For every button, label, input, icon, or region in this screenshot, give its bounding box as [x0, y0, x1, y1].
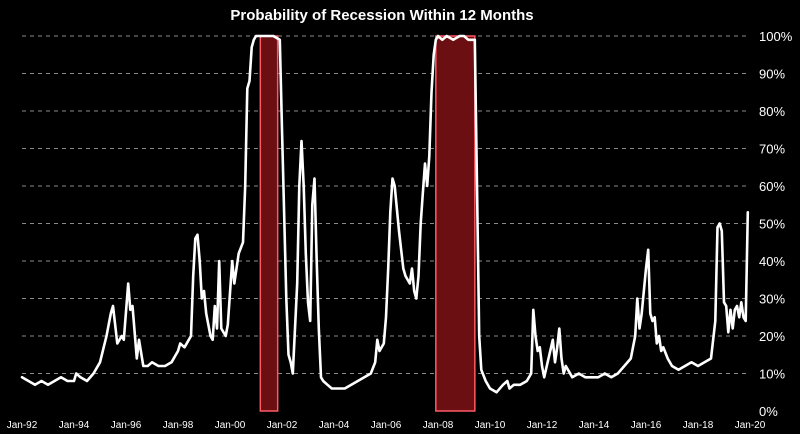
x-tick-label: Jan-06: [371, 420, 402, 431]
x-tick-label: Jan-94: [59, 420, 90, 431]
x-tick-label: Jan-96: [111, 420, 142, 431]
y-tick-label: 10%: [759, 367, 785, 382]
y-tick-label: 100%: [759, 29, 793, 44]
x-tick-label: Jan-00: [215, 420, 246, 431]
y-tick-label: 80%: [759, 104, 785, 119]
x-tick-label: Jan-18: [683, 420, 714, 431]
y-tick-label: 90%: [759, 67, 785, 82]
x-tick-label: Jan-10: [475, 420, 506, 431]
x-tick-label: Jan-16: [631, 420, 662, 431]
recession-band: [435, 35, 476, 412]
y-tick-label: 60%: [759, 179, 785, 194]
chart-title: Probability of Recession Within 12 Month…: [230, 7, 533, 24]
x-tick-label: Jan-14: [579, 420, 610, 431]
y-tick-label: 70%: [759, 142, 785, 157]
x-tick-label: Jan-02: [267, 420, 298, 431]
x-tick-label: Jan-20: [735, 420, 766, 431]
y-tick-label: 0%: [759, 404, 778, 419]
x-tick-label: Jan-12: [527, 420, 558, 431]
y-tick-label: 30%: [759, 292, 785, 307]
x-tick-label: Jan-08: [423, 420, 454, 431]
x-axis-ticks: Jan-92 Jan-94 Jan-96 Jan-98 Jan-00 Jan-02 Jan-…: [7, 420, 766, 431]
y-tick-label: 40%: [759, 254, 785, 269]
series-layer: [20, 34, 750, 394]
x-tick-label: Jan-04: [319, 420, 350, 431]
x-tick-label: Jan-92: [7, 420, 38, 431]
recession-bands: [259, 35, 476, 412]
y-tick-label: 20%: [759, 329, 785, 344]
y-tick-label: 50%: [759, 217, 785, 232]
probability-line: [20, 34, 750, 394]
gridlines: [22, 35, 750, 374]
x-tick-label: Jan-98: [163, 420, 194, 431]
recession-band: [259, 35, 279, 412]
y-axis-ticks: 0% 10% 20% 30% 40% 50% 60% 70% 80% 90% 100%: [759, 29, 793, 419]
